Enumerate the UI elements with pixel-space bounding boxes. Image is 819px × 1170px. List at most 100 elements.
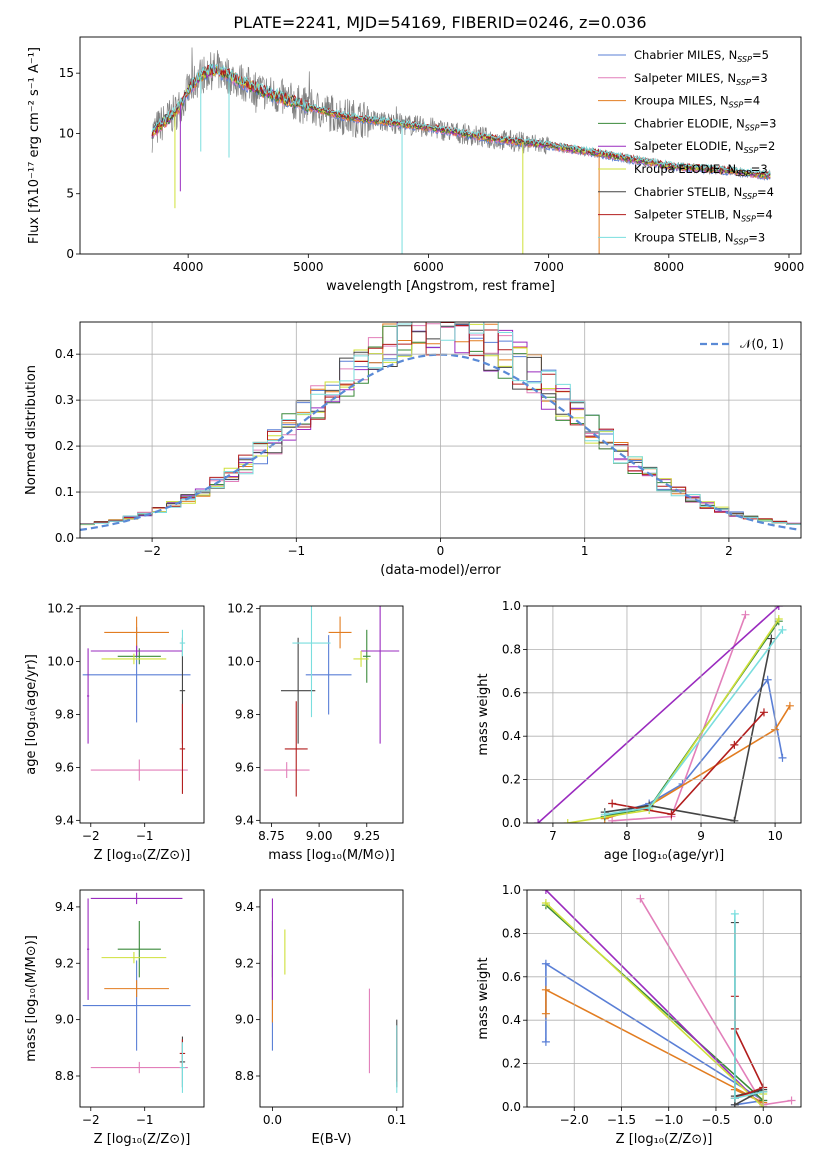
axes-frame xyxy=(79,321,802,539)
axes-frame xyxy=(526,605,802,824)
legend-entry: 𝒩(0, 1) xyxy=(740,337,784,351)
x-axis-label: Z [log₁₀(Z/Z⊙)] xyxy=(94,1132,191,1147)
weight-point-kroupa_elodie xyxy=(563,819,572,823)
y-tick-label: 0.2 xyxy=(502,773,521,787)
y-tick-label: 0.4 xyxy=(502,1013,521,1027)
x-tick-label: 5000 xyxy=(293,260,324,274)
x-tick-label: −1.0 xyxy=(654,1113,683,1127)
x-axis-label: E(B-V) xyxy=(311,1132,351,1147)
plot-area xyxy=(271,898,398,1093)
y-tick-label: 1.0 xyxy=(502,599,521,613)
y-tick-label: 9.4 xyxy=(55,900,74,914)
legend-entry: Salpeter MILES, NSSP=3 xyxy=(634,71,768,87)
panel-weight_vs_Z: −2.0 −1.5 −1.0 −0.5 0.0 0.0 0.2 0.4 0.6 0.8 1.0 Z [… xyxy=(476,883,802,1147)
weight-point-salpeter_miles xyxy=(636,894,645,903)
y-tick-label: 9.0 xyxy=(235,1013,254,1027)
y-axis-label: mass weight xyxy=(476,673,491,755)
x-tick-label: 9 xyxy=(697,829,705,843)
y-tick-label: 9.6 xyxy=(55,760,74,774)
y-tick-label: 10.0 xyxy=(227,655,254,669)
model-line-chabrier_stelib xyxy=(151,63,771,177)
x-axis-label: age [log₁₀(age/yr)] xyxy=(604,848,725,863)
x-tick-label: −2 xyxy=(82,1113,100,1127)
weight-point-kroupa_elodie xyxy=(774,615,783,624)
weight-point-chabrier_miles xyxy=(778,753,787,762)
weight-point-kroupa_stelib xyxy=(730,1094,739,1103)
y-tick-label: 9.8 xyxy=(55,708,74,722)
x-axis-label: Z [log₁₀(Z/Z⊙)] xyxy=(94,848,191,863)
axes-frame xyxy=(259,889,404,1108)
y-tick-label: 1.0 xyxy=(502,883,521,897)
x-axis-label: (data-model)/error xyxy=(380,563,501,578)
x-tick-label: −0.5 xyxy=(701,1113,730,1127)
weight-line-salpeter_elodie xyxy=(537,606,780,823)
y-tick-label: 0.4 xyxy=(502,729,521,743)
weight-point-salpeter_elodie xyxy=(541,890,550,894)
plot-area xyxy=(82,616,191,794)
x-tick-label: −1 xyxy=(136,1113,154,1127)
y-tick-label: 10.0 xyxy=(47,655,74,669)
y-tick-label: 0.6 xyxy=(502,970,521,984)
weight-point-kroupa_elodie xyxy=(541,899,550,908)
normal-curve xyxy=(80,353,799,531)
panel-spectrum: 4000 5000 6000 7000 8000 9000 0 5 10 15 wavelength… xyxy=(27,36,805,294)
weight-point-salpeter_stelib xyxy=(608,799,617,808)
axes-frame xyxy=(526,889,802,1108)
axes-frame xyxy=(259,605,404,824)
weight-line-kroupa_miles xyxy=(545,988,764,1104)
y-tick-label: 0.8 xyxy=(502,642,521,656)
y-axis-label: Flux [fλ10⁻¹⁷ erg cm⁻² s⁻¹ A⁻¹] xyxy=(27,47,42,244)
y-tick-label: 0.0 xyxy=(502,1100,521,1114)
axes-frame xyxy=(79,605,205,824)
plot-area xyxy=(82,892,191,1093)
weight-point-salpeter_stelib xyxy=(759,708,768,717)
axes-frame xyxy=(79,36,802,255)
y-tick-label: 10.2 xyxy=(227,602,254,616)
legend-entry: Salpeter STELIB, NSSP=4 xyxy=(634,208,773,224)
plot-area xyxy=(534,606,794,823)
weight-point-kroupa_stelib xyxy=(645,803,654,812)
y-tick-label: 0.2 xyxy=(55,439,74,453)
weight-point-salpeter_elodie xyxy=(534,819,543,823)
x-tick-label: 9000 xyxy=(774,260,805,274)
x-axis-label: Z [log₁₀(Z/Z⊙)] xyxy=(616,1132,713,1147)
y-tick-label: 0.2 xyxy=(502,1057,521,1071)
y-tick-label: 0.1 xyxy=(55,485,74,499)
axes-frame xyxy=(79,889,205,1108)
y-tick-label: 9.6 xyxy=(235,760,254,774)
weight-point-chabrier_stelib xyxy=(730,816,739,823)
y-tick-label: 0.3 xyxy=(55,393,74,407)
x-tick-label: −2.0 xyxy=(560,1113,589,1127)
legend-entry: Kroupa STELIB, NSSP=3 xyxy=(634,230,765,246)
weight-point-chabrier_miles xyxy=(763,675,772,684)
figure-title: PLATE=2241, MJD=54169, FIBERID=0246, z=0… xyxy=(233,13,646,32)
plot-area xyxy=(263,606,400,797)
x-tick-label: −1 xyxy=(136,829,154,843)
x-tick-label: 0 xyxy=(437,544,445,558)
y-axis-label: age [log₁₀(age/yr)] xyxy=(24,654,39,775)
weight-line-salpeter_stelib xyxy=(612,711,765,816)
legend-entry: Chabrier STELIB, NSSP=4 xyxy=(634,185,774,201)
y-tick-label: 5 xyxy=(66,187,74,201)
y-tick-label: 0.4 xyxy=(55,347,74,361)
y-tick-label: 9.4 xyxy=(55,813,74,827)
weight-point-kroupa_miles xyxy=(541,985,550,994)
y-tick-label: 10.2 xyxy=(47,602,74,616)
weight-line-chabrier_miles xyxy=(545,962,766,1106)
y-tick-label: 10 xyxy=(59,126,74,140)
weight-point-kroupa_stelib xyxy=(778,625,787,634)
panel-age_vs_mass: 8.75 9.00 9.25 9.4 9.6 9.8 10.0 10.2 mass [log₁₀… xyxy=(227,602,404,863)
y-tick-label: 15 xyxy=(59,66,74,80)
x-tick-label: −2 xyxy=(82,829,100,843)
y-tick-label: 9.2 xyxy=(55,956,74,970)
x-tick-label: 0.1 xyxy=(387,1113,406,1127)
weight-line-kroupa_miles xyxy=(604,705,791,820)
x-tick-label: −1.5 xyxy=(607,1113,636,1127)
y-tick-label: 0 xyxy=(66,247,74,261)
model-line-kroupa_stelib xyxy=(151,63,771,176)
x-axis-label: wavelength [Angstrom, rest frame] xyxy=(326,279,555,294)
x-tick-label: 6000 xyxy=(413,260,444,274)
y-tick-label: 9.0 xyxy=(55,1013,74,1027)
weight-point-kroupa_stelib xyxy=(600,810,609,819)
